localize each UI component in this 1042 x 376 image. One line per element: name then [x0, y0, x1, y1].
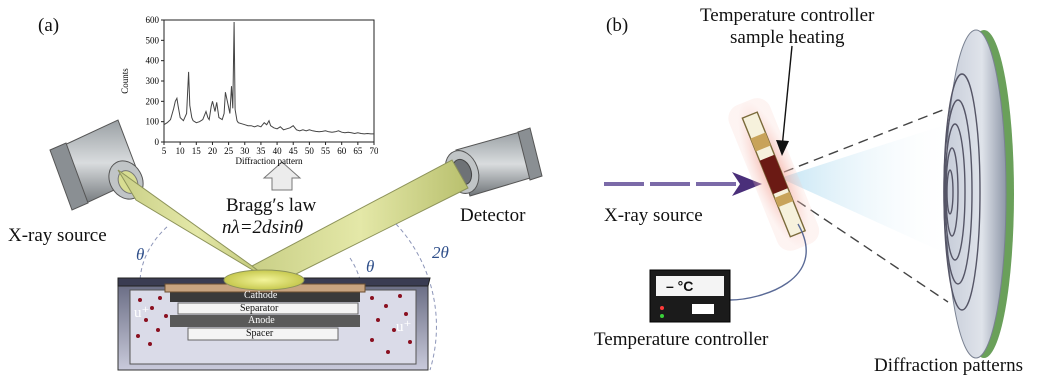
panel-a-label: (a) — [38, 15, 60, 36]
xray-source-label-a: X-ray source — [8, 225, 107, 246]
x-tick-label: 15 — [192, 146, 202, 156]
x-tick-label: 70 — [370, 146, 379, 156]
in-situ-xrd-illustration — [604, 29, 1014, 359]
xray-arrow-icon — [732, 172, 762, 196]
x-tick-label: 25 — [224, 146, 234, 156]
detector-screen — [943, 29, 1014, 359]
ion-label-right: u⁺ — [396, 319, 412, 335]
y-tick-label: 200 — [146, 96, 160, 106]
anode-layer — [170, 315, 360, 327]
spacer-layer — [187, 327, 339, 341]
diffraction-spot — [223, 269, 305, 291]
diffraction-patterns-label: Diffraction patterns — [874, 355, 1023, 376]
temperature-controller-device — [649, 269, 731, 323]
bragg-law-equation: nλ=2dsinθ — [222, 217, 304, 238]
two-theta-arc — [395, 223, 437, 371]
xrd-series-line — [163, 21, 374, 135]
x-tick-label: 10 — [176, 146, 186, 156]
y-tick-label: 300 — [146, 76, 160, 86]
controller-display-text: – °C — [666, 278, 694, 294]
heating-pointer — [781, 45, 793, 149]
x-tick-label: 55 — [321, 146, 331, 156]
heating-label-line2: sample heating — [730, 27, 845, 48]
x-tick-label: 5 — [162, 146, 167, 156]
cathode-label: Cathode — [244, 290, 278, 301]
chart-xlabel: Diffraction pattern — [235, 156, 303, 166]
x-tick-label: 45 — [289, 146, 299, 156]
chart-ylabel: Counts — [120, 68, 130, 94]
y-tick-label: 100 — [146, 117, 160, 127]
heating-label-line1: Temperature controller — [700, 5, 875, 26]
x-tick-label: 40 — [273, 146, 283, 156]
x-tick-label: 60 — [337, 146, 347, 156]
x-tick-label: 30 — [240, 146, 250, 156]
anode-label: Anode — [248, 315, 275, 326]
battery-cell — [117, 269, 431, 371]
bragg-law-title: Bragg′s law — [226, 195, 317, 216]
chart-frame — [163, 19, 375, 143]
up-arrow-icon — [262, 161, 302, 191]
x-tick-label: 65 — [353, 146, 363, 156]
y-tick-label: 400 — [146, 56, 160, 66]
ion-label-left: u⁺ — [134, 305, 150, 321]
spacer-label: Spacer — [246, 328, 274, 339]
theta-left-label: θ — [136, 245, 145, 264]
xrd-setup-illustration — [49, 119, 543, 371]
separator-layer — [177, 302, 359, 315]
cathode-layer — [170, 290, 360, 302]
panel-b-label: (b) — [606, 15, 629, 36]
x-tick-label: 20 — [208, 146, 218, 156]
y-tick-label: 0 — [155, 137, 160, 147]
theta-right-label: θ — [366, 257, 375, 276]
xray-source-label-b: X-ray source — [604, 205, 703, 226]
x-tick-label: 35 — [256, 146, 266, 156]
controller-cable — [729, 223, 807, 301]
scatter-cone — [780, 120, 960, 260]
detector-label: Detector — [460, 205, 526, 226]
xrd-pattern-chart: 0 100 200 300 400 500 600 5 10 15 20 25 30 35 40 45 50 5… — [120, 15, 379, 166]
separator-label: Separator — [240, 303, 279, 314]
sample-holder — [728, 98, 820, 251]
y-tick-label: 600 — [146, 15, 160, 25]
temperature-controller-label: Temperature controller — [594, 329, 769, 350]
two-theta-label: 2θ — [432, 243, 449, 262]
x-tick-label: 50 — [305, 146, 315, 156]
y-tick-label: 500 — [146, 35, 160, 45]
